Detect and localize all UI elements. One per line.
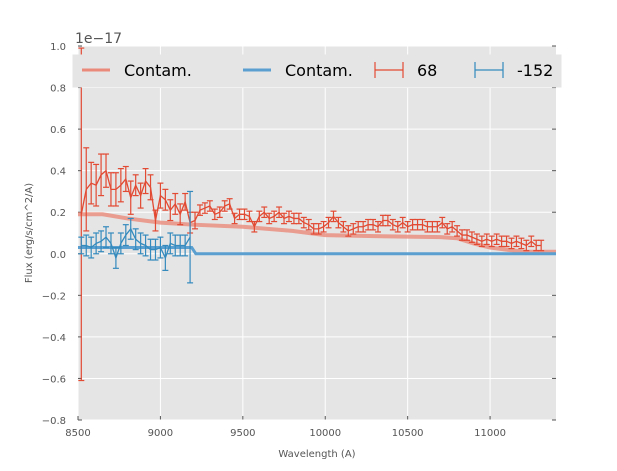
y-offset-label: 1e−17 (75, 31, 122, 47)
legend-label: 68 (417, 61, 437, 80)
x-tick-label: 8500 (65, 428, 90, 439)
legend-label: Contam. (285, 61, 353, 80)
legend-box (72, 54, 562, 88)
y-tick-label: 0.8 (50, 84, 66, 95)
legend-label: -152 (517, 61, 553, 80)
y-tick-label: −0.6 (42, 374, 66, 385)
x-tick-label: 10500 (392, 428, 424, 439)
series-line-68 (80, 169, 542, 247)
y-tick-label: 0.6 (50, 125, 66, 136)
series-line--152 (81, 227, 191, 260)
legend-label: Contam. (124, 61, 192, 80)
y-tick-label: −0.4 (42, 333, 66, 344)
y-tick-label: −0.2 (42, 291, 66, 302)
y-tick-label: 0.2 (50, 208, 66, 219)
y-tick-label: 1.0 (50, 42, 66, 53)
y-tick-label: 0.4 (50, 167, 66, 178)
model-line-1 (78, 246, 556, 256)
y-axis-label: Flux (erg/s/cm^2/A) (24, 183, 35, 283)
x-tick-label: 11000 (474, 428, 506, 439)
y-tick-label: −0.8 (42, 416, 66, 427)
y-tick-label: 0.0 (50, 250, 66, 261)
x-tick-label: 9500 (230, 428, 255, 439)
x-tick-label: 9000 (148, 428, 173, 439)
x-axis-label: Wavelength (A) (278, 449, 355, 460)
x-tick-label: 10000 (309, 428, 341, 439)
